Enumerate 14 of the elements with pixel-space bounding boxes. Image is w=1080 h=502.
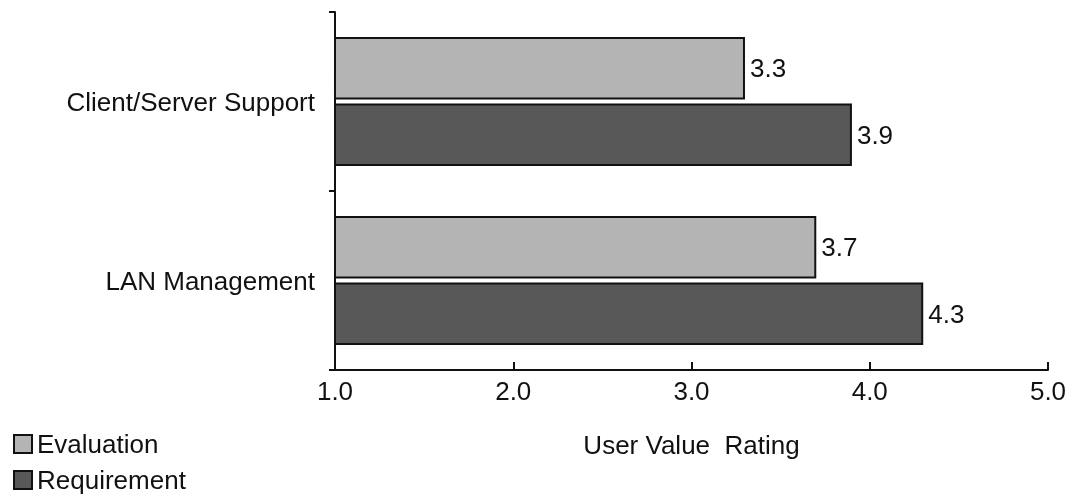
data-label: 3.3	[749, 53, 787, 84]
y-tick-label: Client/Server Support	[66, 86, 316, 117]
x-tick-label: 1.0	[316, 376, 354, 406]
x-axis-title: User Value Rating	[583, 430, 800, 460]
legend-label: Requirement	[37, 465, 187, 495]
data-label: 3.9	[856, 119, 894, 150]
y-tick-label: LAN Management	[105, 265, 316, 296]
legend-label: Evaluation	[37, 429, 159, 459]
x-tick-label: 4.0	[851, 376, 888, 406]
x-tick-label: 5.0	[1029, 376, 1067, 406]
x-tick-label: 2.0	[495, 376, 532, 406]
data-label: 4.3	[928, 298, 965, 329]
data-label: 3.7	[821, 232, 858, 263]
x-tick-label: 3.0	[673, 376, 710, 406]
